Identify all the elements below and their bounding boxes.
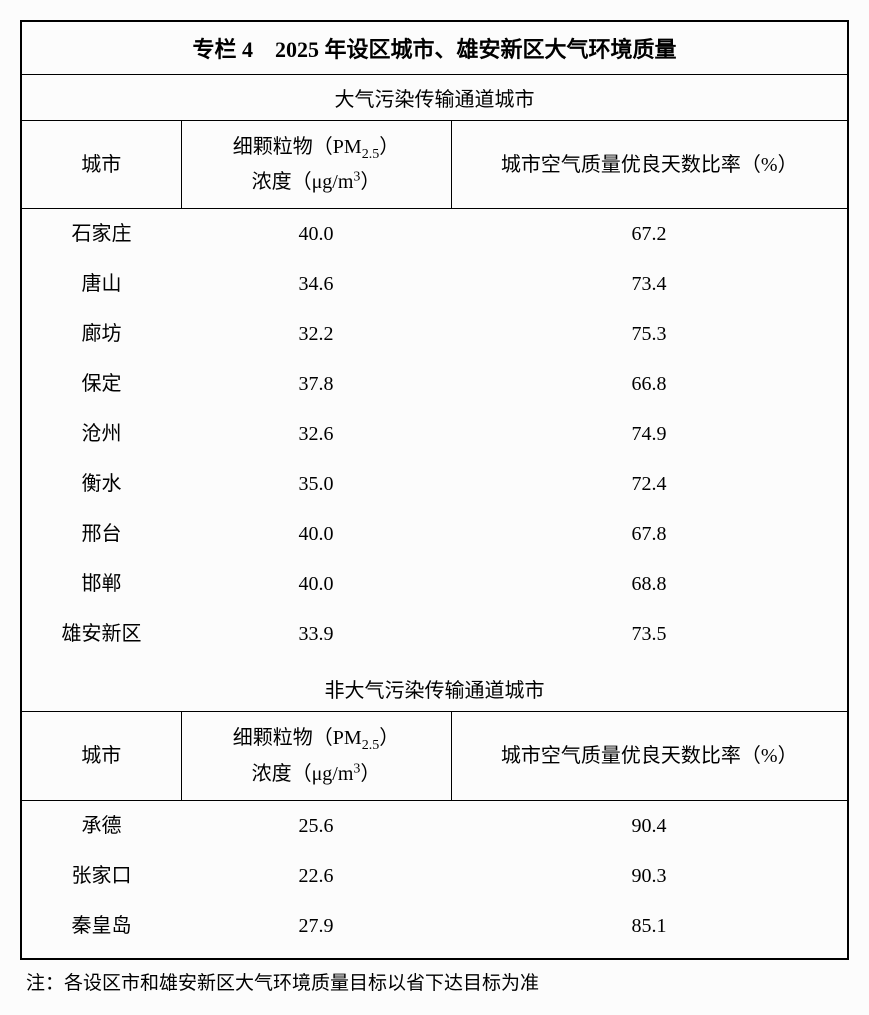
air-quality-table: 专栏 4 2025 年设区城市、雄安新区大气环境质量 大气污染传输通道城市 城市… <box>20 20 849 960</box>
header-pm: 细颗粒物（PM2.5） 浓度（μg/m3） <box>181 121 451 209</box>
header-pm: 细颗粒物（PM2.5） 浓度（μg/m3） <box>181 712 451 800</box>
table-row: 石家庄40.067.2 <box>21 209 848 260</box>
section-heading-a: 大气污染传输通道城市 <box>21 75 848 121</box>
header-city: 城市 <box>21 121 181 209</box>
cell-days: 66.8 <box>451 359 848 409</box>
cell-pm: 32.6 <box>181 409 451 459</box>
table-title: 专栏 4 2025 年设区城市、雄安新区大气环境质量 <box>21 21 848 75</box>
table-row: 张家口22.690.3 <box>21 851 848 901</box>
cell-pm: 32.2 <box>181 309 451 359</box>
cell-city: 雄安新区 <box>21 609 181 666</box>
table-row: 保定37.866.8 <box>21 359 848 409</box>
footnote: 注：各设区市和雄安新区大气环境质量目标以省下达目标为准 <box>20 968 849 995</box>
header-row-a: 城市 细颗粒物（PM2.5） 浓度（μg/m3） 城市空气质量优良天数比率（%） <box>21 121 848 209</box>
header-row-b: 城市 细颗粒物（PM2.5） 浓度（μg/m3） 城市空气质量优良天数比率（%） <box>21 712 848 800</box>
cell-days: 72.4 <box>451 459 848 509</box>
cell-city: 衡水 <box>21 459 181 509</box>
cell-pm: 40.0 <box>181 509 451 559</box>
cell-city: 秦皇岛 <box>21 901 181 959</box>
cell-days: 74.9 <box>451 409 848 459</box>
cell-pm: 40.0 <box>181 559 451 609</box>
cell-pm: 22.6 <box>181 851 451 901</box>
cell-pm: 27.9 <box>181 901 451 959</box>
table-row: 邢台40.067.8 <box>21 509 848 559</box>
cell-city: 张家口 <box>21 851 181 901</box>
cell-pm: 35.0 <box>181 459 451 509</box>
table-row: 承德25.690.4 <box>21 800 848 851</box>
cell-days: 73.4 <box>451 259 848 309</box>
cell-days: 73.5 <box>451 609 848 666</box>
section-heading-b: 非大气污染传输通道城市 <box>21 666 848 712</box>
cell-pm: 25.6 <box>181 800 451 851</box>
cell-pm: 34.6 <box>181 259 451 309</box>
cell-days: 90.3 <box>451 851 848 901</box>
cell-city: 邯郸 <box>21 559 181 609</box>
table-row: 沧州32.674.9 <box>21 409 848 459</box>
cell-city: 石家庄 <box>21 209 181 260</box>
header-city: 城市 <box>21 712 181 800</box>
table-row: 唐山34.673.4 <box>21 259 848 309</box>
table-row: 秦皇岛27.985.1 <box>21 901 848 959</box>
cell-days: 68.8 <box>451 559 848 609</box>
cell-city: 沧州 <box>21 409 181 459</box>
table-row: 邯郸40.068.8 <box>21 559 848 609</box>
cell-city: 唐山 <box>21 259 181 309</box>
header-days: 城市空气质量优良天数比率（%） <box>451 121 848 209</box>
cell-pm: 37.8 <box>181 359 451 409</box>
table-row: 雄安新区33.973.5 <box>21 609 848 666</box>
table-row: 衡水35.072.4 <box>21 459 848 509</box>
cell-city: 保定 <box>21 359 181 409</box>
cell-city: 承德 <box>21 800 181 851</box>
cell-days: 67.8 <box>451 509 848 559</box>
cell-days: 67.2 <box>451 209 848 260</box>
cell-days: 85.1 <box>451 901 848 959</box>
cell-pm: 40.0 <box>181 209 451 260</box>
cell-city: 邢台 <box>21 509 181 559</box>
cell-pm: 33.9 <box>181 609 451 666</box>
table-row: 廊坊32.275.3 <box>21 309 848 359</box>
cell-city: 廊坊 <box>21 309 181 359</box>
cell-days: 75.3 <box>451 309 848 359</box>
header-days: 城市空气质量优良天数比率（%） <box>451 712 848 800</box>
cell-days: 90.4 <box>451 800 848 851</box>
